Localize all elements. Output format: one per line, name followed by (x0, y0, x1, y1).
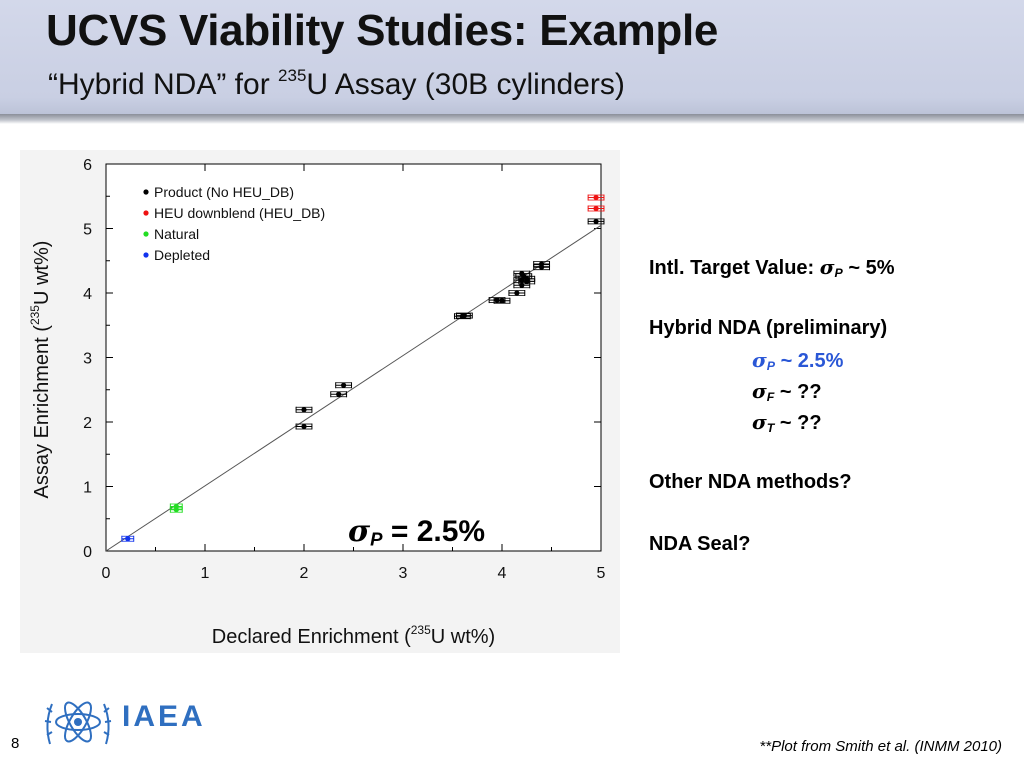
y-tick-label: 0 (83, 544, 92, 561)
x-tick-label: 1 (201, 565, 210, 582)
legend-label: Product (No HEU_DB) (154, 184, 294, 200)
sigma-symbol: σ (752, 410, 767, 434)
sigma-f-value: ~ ?? (774, 381, 822, 403)
legend-label: HEU downblend (HEU_DB) (154, 205, 325, 221)
sigma-subscript: P (370, 528, 383, 550)
sigma-symbol: σ (819, 255, 835, 279)
legend-marker (143, 231, 149, 237)
data-point (499, 298, 505, 304)
data-point (461, 312, 467, 319)
data-point (125, 536, 131, 542)
iaea-logo-icon (44, 701, 112, 745)
other-nda-methods: Other NDA methods? (649, 471, 852, 493)
sigma-p-value: ~ 2.5% (775, 350, 844, 372)
citation: **Plot from Smith et al. (INMM 2010) (759, 738, 1002, 755)
data-point (341, 382, 347, 388)
legend-label: Depleted (154, 247, 210, 263)
enrichment-chart: 0 1 2 3 4 5 0 1 2 3 4 5 6 Declared Enrichment (235U w… (20, 150, 620, 653)
data-point (519, 271, 525, 277)
y-axis-label-post: U wt%) (31, 241, 53, 305)
header-band (0, 0, 1024, 122)
x-tick-label: 3 (399, 565, 408, 582)
subtitle-superscript: 235 (278, 66, 307, 85)
target-label: Intl. Target Value: (649, 257, 820, 279)
slide-title: UCVS Viability Studies: Example (46, 6, 719, 55)
data-point (336, 391, 342, 397)
x-tick-label: 2 (300, 565, 309, 582)
data-point (173, 503, 179, 510)
legend-label: Natural (154, 226, 199, 242)
sigma-symbol: σ (752, 379, 767, 403)
y-tick-label: 4 (83, 286, 92, 303)
y-axis-label-pre: Assay Enrichment ( (31, 325, 53, 499)
y-tick-label: 1 (83, 480, 92, 497)
data-point (593, 194, 599, 201)
y-tick-label: 2 (83, 415, 92, 432)
y-tick-label: 5 (83, 222, 92, 239)
data-point (524, 276, 530, 282)
sigma-subscript: F (766, 390, 775, 405)
sigma-symbol: σ (348, 514, 371, 549)
sigma-value: = 2.5% (382, 515, 486, 548)
sigma-f-line: σF ~ ?? (752, 379, 822, 404)
slide-subtitle: “Hybrid NDA” for 235U Assay (30B cylinde… (48, 66, 625, 102)
plot-sigma-annotation: σP = 2.5% (348, 514, 485, 551)
y-tick-label: 6 (83, 157, 92, 174)
sigma-subscript: T (766, 421, 775, 436)
x-tick-label: 0 (102, 565, 111, 582)
header-rule (0, 114, 1024, 124)
hybrid-nda-heading: Hybrid NDA (preliminary) (649, 317, 888, 339)
x-axis-label-sup: 235 (411, 623, 431, 637)
x-axis-label-pre: Declared Enrichment ( (212, 626, 411, 648)
legend-marker (143, 252, 149, 258)
x-axis-label-post: U wt%) (431, 626, 495, 648)
data-point (494, 297, 500, 303)
y-axis-label: Assay Enrichment (235U wt%) (28, 241, 53, 499)
legend-marker (143, 189, 149, 195)
page-number: 8 (11, 735, 20, 752)
data-point (514, 290, 520, 296)
sigma-t-line: σT ~ ?? (752, 410, 822, 435)
sigma-symbol: σ (752, 348, 767, 372)
data-point (301, 423, 307, 430)
y-tick-label: 3 (83, 351, 92, 368)
data-point (519, 282, 525, 288)
x-tick-label: 5 (597, 565, 606, 582)
x-tick-label: 4 (498, 565, 507, 582)
data-point (301, 407, 307, 413)
logo-text: IAEA (122, 700, 206, 733)
nda-seal: NDA Seal? (649, 533, 751, 555)
data-point (539, 261, 545, 267)
sigma-subscript: P (834, 266, 843, 281)
y-axis-label-sup: 235 (28, 305, 42, 325)
data-point (593, 218, 599, 225)
plot-area (105, 163, 602, 552)
target-value: ~ 5% (842, 257, 895, 279)
subtitle-pre: “Hybrid NDA” for (48, 68, 279, 101)
subtitle-post: U Assay (30B cylinders) (306, 68, 625, 101)
legend-marker (143, 210, 149, 216)
sigma-subscript: P (766, 359, 776, 374)
target-value-line: Intl. Target Value: σP ~ 5% (649, 255, 895, 280)
sigma-p-line: σP ~ 2.5% (752, 348, 843, 373)
data-point (593, 205, 599, 212)
sigma-t-value: ~ ?? (774, 412, 822, 434)
x-axis-label: Declared Enrichment (235U wt%) (212, 623, 495, 648)
